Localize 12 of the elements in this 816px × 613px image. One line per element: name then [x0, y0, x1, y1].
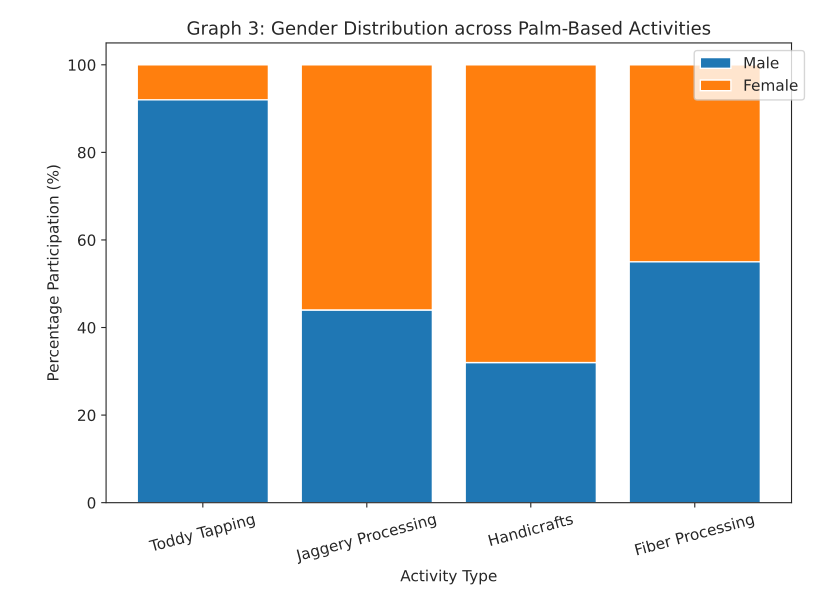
legend-label: Male	[744, 56, 778, 68]
y-tick-label: 20	[78, 410, 96, 422]
x-axis-title: Activity Type	[400, 570, 497, 584]
y-tick-label: 0	[88, 497, 96, 509]
y-tick-label: 100	[68, 59, 96, 71]
legend-label: Female	[744, 79, 798, 91]
y-tick-label: 60	[78, 234, 96, 246]
y-tick-label: 40	[78, 322, 96, 334]
chart-title: Graph 3: Gender Distribution across Palm-Based Activities	[188, 20, 710, 38]
y-tick-label: 80	[78, 146, 96, 158]
y-axis-title: Percentage Participation (%)	[46, 165, 62, 380]
x-tick-label: Toddy Tapping	[148, 512, 256, 555]
